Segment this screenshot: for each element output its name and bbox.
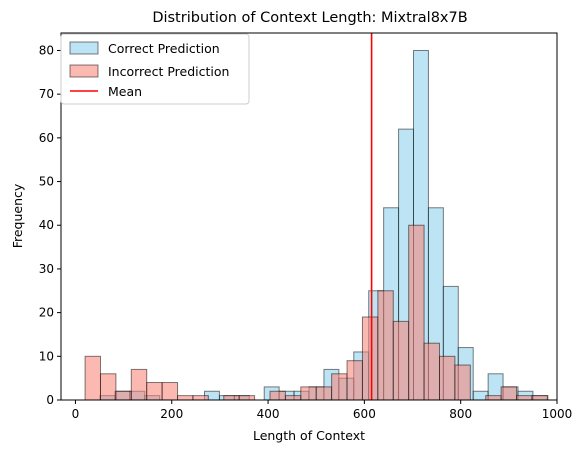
incorrect-bar: [192, 395, 209, 401]
incorrect-bar: [269, 390, 286, 401]
incorrect-bar: [361, 316, 379, 401]
incorrect-bar: [485, 395, 502, 401]
y-axis-label: Frequency: [10, 183, 25, 248]
incorrect-bar: [392, 320, 410, 401]
incorrect-bar: [130, 368, 148, 401]
incorrect-bar: [516, 395, 533, 401]
incorrect-bar: [161, 382, 179, 401]
plot-frame: [60, 32, 558, 401]
x-tick-label: 400: [257, 407, 280, 421]
y-tick-label: 20: [39, 306, 54, 320]
incorrect-bar: [500, 386, 518, 401]
y-tick-label: 80: [39, 43, 54, 57]
x-tick-label: 600: [353, 407, 376, 421]
legend-swatch-incorrect: [69, 64, 99, 78]
x-tick-label: 0: [72, 407, 80, 421]
legend-label-correct: Correct Prediction: [108, 41, 220, 56]
y-tick-label: 50: [39, 175, 54, 189]
incorrect-bar: [99, 373, 117, 401]
legend-label-mean: Mean: [108, 84, 142, 99]
x-tick-label: 1000: [542, 407, 573, 421]
incorrect-bar: [408, 224, 425, 401]
incorrect-bar: [146, 382, 163, 401]
incorrect-bar: [238, 395, 256, 401]
incorrect-bar: [284, 395, 302, 401]
chart-title: Distribution of Context Length: Mixtral8…: [152, 10, 467, 26]
legend-label-incorrect: Incorrect Prediction: [108, 64, 229, 79]
x-tick-label: 200: [160, 407, 183, 421]
incorrect-bar: [331, 373, 348, 401]
incorrect-bar: [223, 395, 240, 401]
y-tick-label: 60: [39, 131, 54, 145]
y-axis-ticks: 0 10 20 30 40 50 60 70 80: [39, 43, 61, 407]
legend-swatch-correct: [69, 41, 99, 55]
x-tick-label: 800: [449, 407, 472, 421]
legend-box: [60, 33, 250, 105]
incorrect-bar: [454, 364, 471, 401]
incorrect-bar: [300, 386, 317, 401]
incorrect-bar: [531, 395, 548, 401]
legend: Correct Prediction Incorrect Prediction …: [60, 33, 250, 105]
y-tick-label: 70: [39, 87, 54, 101]
incorrect-bar: [377, 290, 394, 401]
y-tick-label: 10: [39, 349, 54, 363]
x-axis-label: Length of Context: [253, 428, 365, 443]
incorrect-bar: [346, 360, 363, 401]
x-axis-ticks: 0 200 400 600 800 1000: [72, 400, 573, 421]
y-tick-label: 0: [46, 393, 54, 407]
incorrect-bar: [315, 386, 333, 401]
y-tick-label: 40: [39, 218, 54, 232]
incorrect-bar: [423, 342, 440, 401]
incorrect-prediction-bars: [84, 224, 548, 401]
incorrect-bar: [115, 390, 132, 401]
incorrect-bar: [177, 395, 194, 401]
incorrect-bar: [84, 355, 101, 401]
y-tick-label: 30: [39, 262, 54, 276]
incorrect-bar: [439, 355, 456, 401]
